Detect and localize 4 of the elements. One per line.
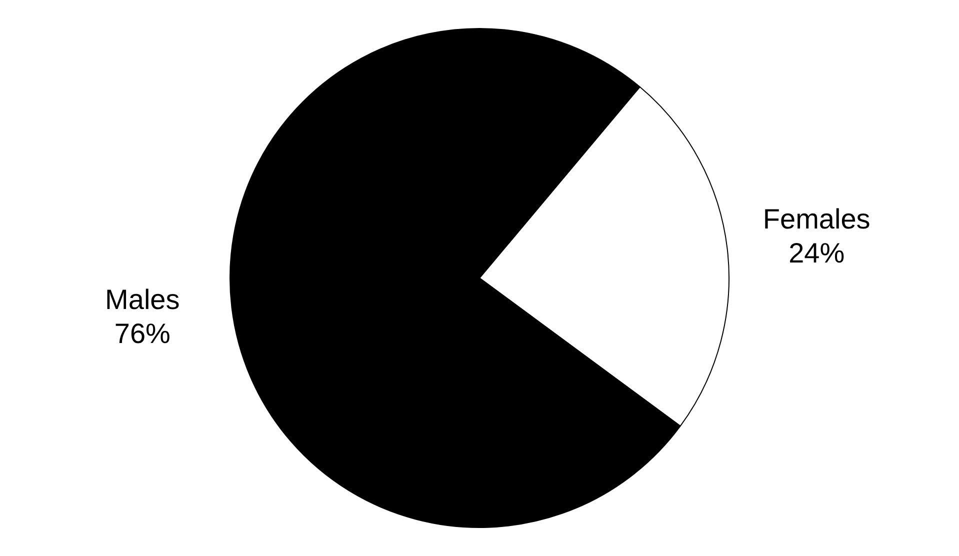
slice-label: Males xyxy=(105,284,180,315)
slice-label: Females xyxy=(762,204,870,235)
data-label: 24% xyxy=(788,238,845,269)
data-label: 76% xyxy=(114,318,170,349)
